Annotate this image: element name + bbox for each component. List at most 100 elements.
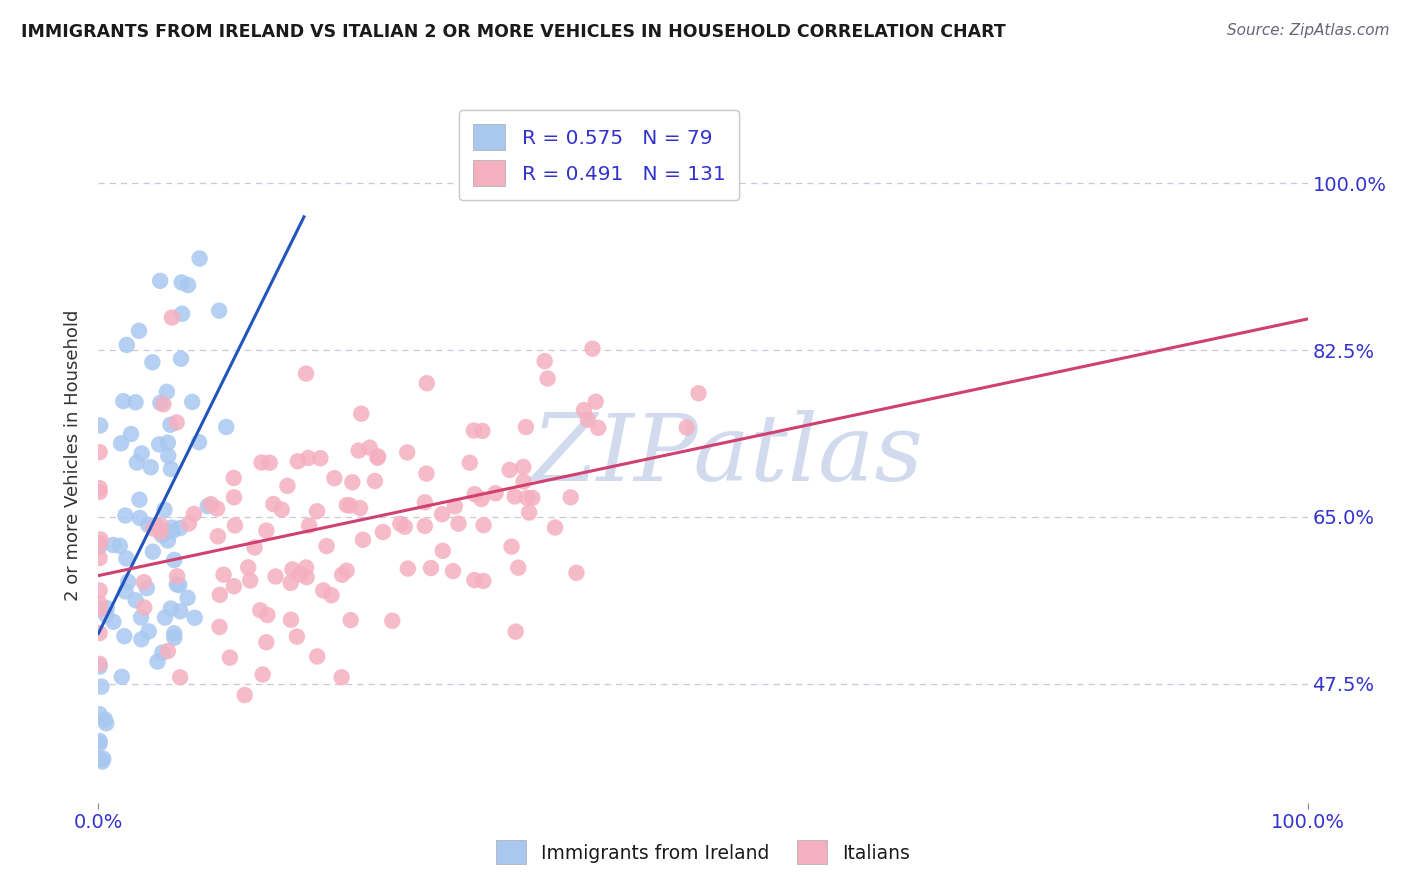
Point bbox=[89, 445, 111, 459]
Point bbox=[262, 497, 284, 511]
Point bbox=[131, 446, 153, 460]
Point bbox=[96, 608, 118, 623]
Point bbox=[222, 471, 245, 485]
Point bbox=[305, 504, 328, 518]
Point bbox=[90, 680, 112, 694]
Point bbox=[280, 575, 302, 590]
Point bbox=[516, 491, 538, 505]
Point bbox=[138, 624, 160, 639]
Point bbox=[249, 603, 271, 617]
Point bbox=[114, 508, 136, 523]
Point bbox=[347, 443, 370, 458]
Point bbox=[208, 588, 231, 602]
Point bbox=[581, 342, 603, 356]
Point bbox=[170, 351, 193, 366]
Point bbox=[463, 424, 485, 438]
Point bbox=[536, 371, 558, 385]
Point bbox=[96, 716, 118, 731]
Point bbox=[498, 463, 520, 477]
Point bbox=[115, 551, 138, 566]
Point bbox=[276, 479, 298, 493]
Point bbox=[215, 420, 238, 434]
Point bbox=[281, 562, 304, 576]
Point bbox=[394, 519, 416, 533]
Point bbox=[389, 516, 412, 531]
Point bbox=[132, 575, 155, 590]
Point bbox=[254, 635, 277, 649]
Point bbox=[503, 490, 526, 504]
Point bbox=[170, 276, 193, 290]
Point bbox=[135, 581, 157, 595]
Point bbox=[166, 569, 188, 583]
Point bbox=[124, 395, 146, 409]
Point bbox=[142, 544, 165, 558]
Point bbox=[89, 626, 111, 640]
Point bbox=[160, 524, 183, 539]
Point bbox=[117, 574, 139, 589]
Point bbox=[252, 667, 274, 681]
Point bbox=[396, 445, 419, 459]
Point bbox=[212, 567, 235, 582]
Point bbox=[420, 561, 443, 575]
Point bbox=[150, 528, 173, 542]
Point bbox=[458, 456, 481, 470]
Point bbox=[145, 518, 167, 533]
Point bbox=[205, 501, 228, 516]
Point bbox=[150, 646, 173, 660]
Point bbox=[364, 474, 387, 488]
Point bbox=[287, 454, 309, 468]
Point bbox=[350, 407, 373, 421]
Point bbox=[339, 613, 361, 627]
Point bbox=[576, 413, 599, 427]
Point bbox=[472, 574, 495, 588]
Point bbox=[89, 597, 111, 611]
Point bbox=[359, 441, 381, 455]
Point bbox=[91, 751, 114, 765]
Point bbox=[128, 492, 150, 507]
Point bbox=[330, 567, 353, 582]
Text: IMMIGRANTS FROM IRELAND VS ITALIAN 2 OR MORE VEHICLES IN HOUSEHOLD CORRELATION C: IMMIGRANTS FROM IRELAND VS ITALIAN 2 OR … bbox=[21, 23, 1005, 41]
Point bbox=[544, 520, 567, 534]
Point bbox=[110, 436, 132, 450]
Point bbox=[297, 450, 319, 465]
Point bbox=[156, 644, 179, 658]
Point bbox=[280, 613, 302, 627]
Point bbox=[96, 601, 118, 615]
Point bbox=[146, 655, 169, 669]
Point bbox=[111, 670, 134, 684]
Point bbox=[464, 487, 486, 501]
Point bbox=[339, 499, 361, 513]
Point bbox=[128, 511, 150, 525]
Point bbox=[470, 491, 492, 506]
Point bbox=[512, 475, 534, 489]
Point bbox=[89, 657, 111, 671]
Point bbox=[183, 507, 205, 521]
Point bbox=[163, 631, 186, 645]
Point bbox=[177, 516, 200, 531]
Point bbox=[156, 384, 179, 399]
Point bbox=[298, 518, 321, 533]
Point bbox=[149, 274, 172, 288]
Point bbox=[170, 307, 193, 321]
Point bbox=[197, 499, 219, 513]
Point bbox=[505, 624, 527, 639]
Point bbox=[508, 560, 530, 574]
Point bbox=[89, 602, 111, 616]
Point bbox=[309, 451, 332, 466]
Point bbox=[415, 467, 437, 481]
Point bbox=[312, 583, 335, 598]
Point bbox=[233, 688, 256, 702]
Point bbox=[224, 518, 246, 533]
Point bbox=[200, 497, 222, 511]
Point bbox=[256, 607, 278, 622]
Point bbox=[463, 573, 485, 587]
Point bbox=[367, 450, 389, 464]
Point bbox=[239, 574, 262, 588]
Point bbox=[447, 516, 470, 531]
Point bbox=[153, 610, 176, 624]
Point bbox=[342, 475, 364, 490]
Y-axis label: 2 or more Vehicles in Household: 2 or more Vehicles in Household bbox=[65, 310, 83, 600]
Point bbox=[371, 524, 394, 539]
Point bbox=[396, 561, 419, 575]
Point bbox=[207, 529, 229, 543]
